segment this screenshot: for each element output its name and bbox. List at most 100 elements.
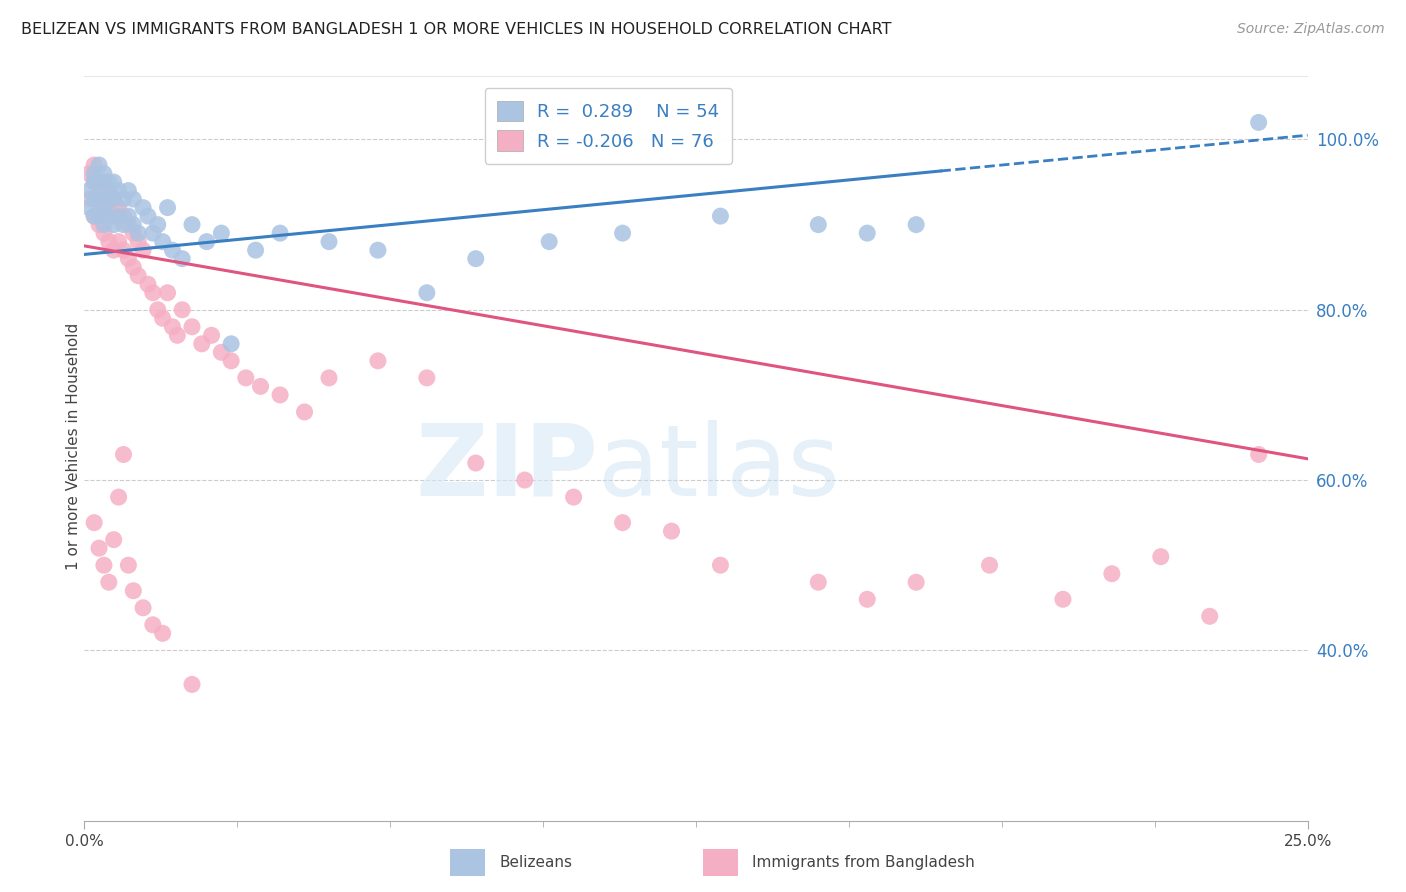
Point bbox=[136, 277, 159, 292]
Text: Belizeans: Belizeans bbox=[499, 855, 572, 870]
Point bbox=[83, 209, 105, 223]
Point bbox=[107, 184, 129, 198]
Point bbox=[83, 158, 105, 172]
Point bbox=[146, 218, 169, 232]
Point bbox=[117, 209, 139, 223]
FancyBboxPatch shape bbox=[450, 849, 485, 876]
Point bbox=[83, 192, 105, 206]
Point bbox=[538, 235, 561, 249]
Point bbox=[367, 243, 389, 257]
Point bbox=[269, 388, 291, 402]
Point bbox=[979, 558, 1001, 573]
Point bbox=[117, 184, 139, 198]
Point bbox=[318, 235, 340, 249]
Point bbox=[87, 175, 110, 189]
Point bbox=[122, 583, 145, 598]
Point bbox=[103, 192, 125, 206]
Point bbox=[152, 311, 174, 326]
Point bbox=[181, 677, 204, 691]
FancyBboxPatch shape bbox=[703, 849, 738, 876]
Point bbox=[142, 226, 165, 240]
Point bbox=[152, 235, 174, 249]
Point bbox=[219, 354, 242, 368]
Point bbox=[103, 175, 125, 189]
Point bbox=[269, 226, 291, 240]
Point bbox=[93, 218, 115, 232]
Point bbox=[87, 541, 110, 556]
Y-axis label: 1 or more Vehicles in Household: 1 or more Vehicles in Household bbox=[66, 322, 80, 570]
Point bbox=[191, 336, 214, 351]
Point bbox=[87, 192, 110, 206]
Point bbox=[200, 328, 222, 343]
Point bbox=[77, 184, 100, 198]
Point bbox=[112, 218, 135, 232]
Point bbox=[464, 456, 486, 470]
Point bbox=[612, 516, 634, 530]
Point bbox=[209, 226, 232, 240]
Point bbox=[93, 558, 115, 573]
Point bbox=[77, 167, 100, 181]
Point bbox=[87, 218, 110, 232]
Text: atlas: atlas bbox=[598, 420, 839, 517]
Point bbox=[103, 533, 125, 547]
Point bbox=[83, 209, 105, 223]
Point bbox=[709, 209, 731, 223]
Point bbox=[127, 268, 149, 283]
Point bbox=[905, 575, 928, 590]
Point bbox=[1052, 592, 1074, 607]
Point bbox=[97, 184, 120, 198]
Point bbox=[112, 192, 135, 206]
Point bbox=[97, 192, 120, 206]
Point bbox=[107, 201, 129, 215]
Point bbox=[97, 201, 120, 215]
Point bbox=[416, 371, 439, 385]
Point bbox=[77, 201, 100, 215]
Point bbox=[87, 209, 110, 223]
Point bbox=[83, 167, 105, 181]
Point bbox=[93, 175, 115, 189]
Point bbox=[195, 235, 218, 249]
Point bbox=[142, 285, 165, 300]
Point bbox=[122, 218, 145, 232]
Point bbox=[367, 354, 389, 368]
Point bbox=[87, 175, 110, 189]
Point bbox=[93, 201, 115, 215]
Point bbox=[122, 260, 145, 275]
Point bbox=[513, 473, 536, 487]
Point bbox=[709, 558, 731, 573]
Text: BELIZEAN VS IMMIGRANTS FROM BANGLADESH 1 OR MORE VEHICLES IN HOUSEHOLD CORRELATI: BELIZEAN VS IMMIGRANTS FROM BANGLADESH 1… bbox=[21, 22, 891, 37]
Point bbox=[146, 302, 169, 317]
Point bbox=[103, 209, 125, 223]
Point bbox=[122, 192, 145, 206]
Point bbox=[142, 617, 165, 632]
Point bbox=[87, 192, 110, 206]
Point bbox=[87, 158, 110, 172]
Point bbox=[856, 592, 879, 607]
Point bbox=[661, 524, 683, 538]
Point bbox=[93, 226, 115, 240]
Point bbox=[162, 319, 184, 334]
Point bbox=[219, 336, 242, 351]
Point bbox=[1150, 549, 1173, 564]
Point bbox=[235, 371, 257, 385]
Point bbox=[1247, 448, 1270, 462]
Point bbox=[93, 201, 115, 215]
Point bbox=[93, 167, 115, 181]
Point bbox=[83, 516, 105, 530]
Point bbox=[107, 235, 129, 249]
Point bbox=[562, 490, 585, 504]
Point bbox=[807, 218, 830, 232]
Point bbox=[1247, 115, 1270, 129]
Point bbox=[905, 218, 928, 232]
Point bbox=[77, 192, 100, 206]
Point bbox=[172, 302, 194, 317]
Point bbox=[83, 175, 105, 189]
Text: Immigrants from Bangladesh: Immigrants from Bangladesh bbox=[752, 855, 974, 870]
Point bbox=[172, 252, 194, 266]
Point bbox=[117, 558, 139, 573]
Point bbox=[856, 226, 879, 240]
Point bbox=[122, 226, 145, 240]
Point bbox=[103, 192, 125, 206]
Point bbox=[464, 252, 486, 266]
Point bbox=[112, 243, 135, 257]
